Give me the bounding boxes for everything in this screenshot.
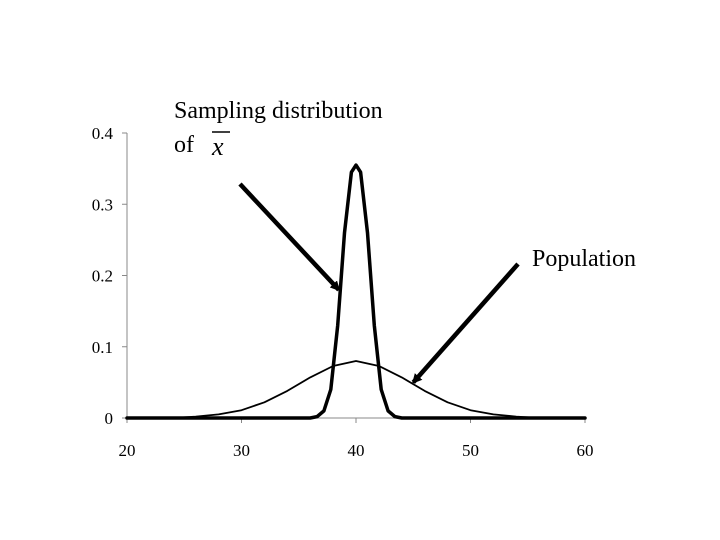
- y-tick-label: 0.4: [92, 124, 114, 143]
- x-tick-label: 40: [348, 441, 365, 460]
- series-sampling-distribution-line: [125, 163, 587, 420]
- y-tick-label: 0.3: [92, 195, 113, 214]
- series-population-line: [126, 360, 586, 419]
- annotation-sampling-line2: of: [174, 132, 194, 158]
- y-tick-label: 0.2: [92, 267, 113, 286]
- arrow-sampling-distribution: [238, 182, 341, 292]
- annotation-sampling-line1: Sampling distribution: [174, 98, 383, 124]
- y-tick-label: 0: [105, 409, 114, 428]
- xbar-symbol: x: [211, 132, 224, 161]
- x-tick-label: 50: [462, 441, 479, 460]
- annotation-population: Population: [532, 246, 636, 272]
- annotation-layer: Sampling distribution of x Population: [174, 98, 636, 384]
- y-tick-label: 0.1: [92, 338, 113, 357]
- x-tick-label: 20: [119, 441, 136, 460]
- axes: 0 0.1 0.2 0.3 0.4 20 30 40 50 60: [92, 124, 594, 460]
- x-tick-label: 30: [233, 441, 250, 460]
- series-layer: [125, 163, 587, 420]
- arrow-population: [411, 262, 520, 384]
- x-tick-label: 60: [577, 441, 594, 460]
